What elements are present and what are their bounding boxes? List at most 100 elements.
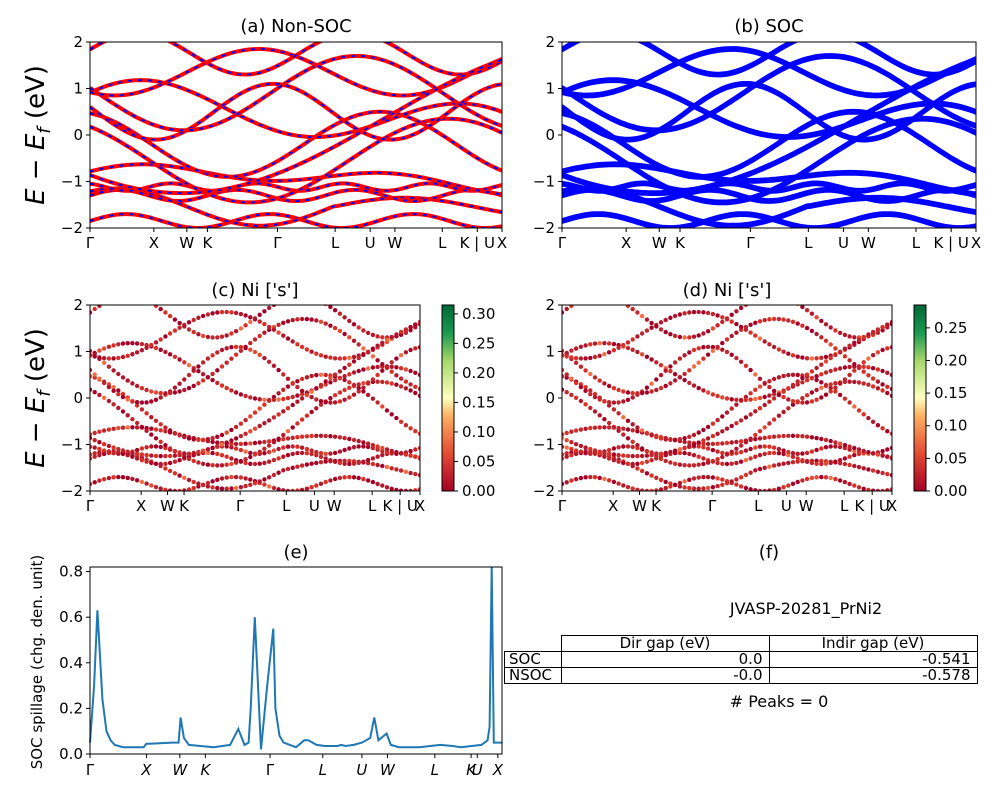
d-point <box>814 387 819 393</box>
c-point <box>163 425 168 430</box>
d-point <box>814 374 819 379</box>
c-point <box>149 483 154 488</box>
d-point <box>856 380 862 385</box>
d-point <box>762 317 767 323</box>
d-point <box>687 310 692 315</box>
d-point <box>696 475 701 480</box>
spillage-line <box>89 566 502 750</box>
d-point <box>663 437 668 442</box>
c-point <box>309 389 314 394</box>
c-point <box>233 460 239 465</box>
c-point <box>347 395 352 400</box>
d-point <box>889 393 892 398</box>
d-point <box>743 397 749 403</box>
c-point <box>101 442 107 447</box>
c-point <box>101 346 107 351</box>
d-point <box>562 435 565 441</box>
d-point <box>852 362 857 367</box>
d-point <box>738 324 744 330</box>
c-point <box>266 475 272 480</box>
c-point <box>90 435 93 441</box>
c-point <box>90 456 93 461</box>
d-point <box>724 426 730 431</box>
d-point <box>611 458 617 463</box>
d-point <box>562 367 565 373</box>
c-point <box>116 425 121 431</box>
c-point <box>318 433 324 438</box>
d-point <box>880 328 885 333</box>
d-point <box>677 356 683 361</box>
material-id: JVASP-20281_PrNi2 <box>729 599 882 619</box>
d-point <box>734 460 739 466</box>
c-point <box>219 453 225 458</box>
c-point <box>182 488 187 491</box>
d-point <box>649 389 654 394</box>
d-point <box>710 458 716 464</box>
c-point <box>97 392 102 398</box>
d-point <box>625 345 631 351</box>
d-point <box>762 488 767 491</box>
d-point <box>588 451 593 456</box>
c-point <box>163 443 168 448</box>
c-point <box>243 441 248 446</box>
c-point <box>365 392 371 398</box>
row-soc-indir: -0.541 <box>768 651 978 668</box>
d-point <box>837 392 843 398</box>
ytick-label-a: 1 <box>73 80 83 98</box>
d-point <box>583 385 588 390</box>
c-point <box>134 478 140 483</box>
d-point <box>588 355 593 361</box>
d-point <box>771 445 777 450</box>
d-point <box>654 434 659 440</box>
d-point <box>564 390 569 395</box>
c-point <box>229 441 234 446</box>
d-point <box>583 356 588 361</box>
c-point <box>337 460 343 466</box>
d-point <box>767 384 772 390</box>
c-point <box>172 390 178 395</box>
d-point <box>562 432 565 437</box>
d-point <box>677 375 683 380</box>
c-point <box>200 461 206 466</box>
c-point <box>384 408 390 413</box>
d-point <box>823 461 829 466</box>
c-point <box>252 337 258 342</box>
d-point <box>630 395 635 400</box>
c-point <box>97 429 102 434</box>
c-point <box>210 463 215 468</box>
d-point <box>621 342 626 348</box>
d-point <box>602 417 607 422</box>
d-point <box>833 381 838 386</box>
c-point <box>337 356 343 361</box>
band-a-blue-12 <box>90 58 502 195</box>
ytick-label-a: −2 <box>61 219 83 237</box>
d-point <box>767 435 772 440</box>
ytick-label-b: 2 <box>545 33 555 51</box>
c-point <box>389 369 394 374</box>
c-point <box>328 478 333 483</box>
d-point <box>767 393 772 398</box>
c-point <box>398 419 404 424</box>
c-point <box>295 393 300 398</box>
c-point <box>158 453 163 459</box>
d-point <box>852 445 857 451</box>
c-point <box>398 468 404 473</box>
d-point <box>710 475 716 480</box>
d-point <box>771 376 777 382</box>
d-point <box>644 459 650 464</box>
c-point <box>266 459 272 464</box>
c-point <box>158 337 163 342</box>
d-point <box>753 454 758 459</box>
c-point <box>219 364 225 369</box>
c-point <box>342 315 347 320</box>
band-b-11-dn <box>562 42 976 78</box>
d-point <box>748 436 753 441</box>
d-point <box>776 446 782 452</box>
c-point <box>398 366 404 371</box>
c-point <box>153 461 159 466</box>
d-point <box>715 313 720 318</box>
d-point <box>720 347 725 352</box>
c-point <box>328 375 333 381</box>
c-point <box>177 433 182 438</box>
c-point <box>295 444 300 449</box>
